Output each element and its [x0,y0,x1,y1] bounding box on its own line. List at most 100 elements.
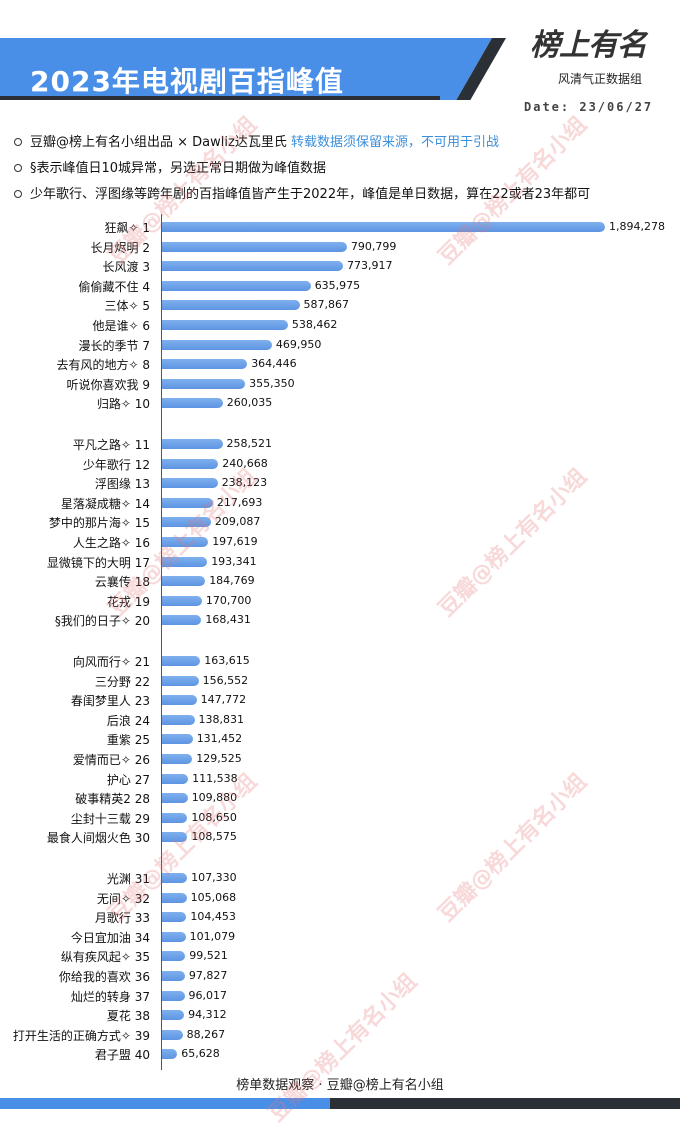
value-label: 469,950 [275,337,322,351]
category-label: 长风渡 3 [102,260,150,275]
chart-row: 星落凝成糖✧ 14 217,693 [0,493,680,513]
value-label: 355,350 [249,376,295,390]
value-label: 94,312 [188,1008,227,1022]
value-label: 88,267 [186,1027,226,1041]
bar [162,714,195,725]
bar [162,931,186,942]
bar [162,378,246,389]
value-label: 238,123 [221,476,268,490]
bar [162,439,223,449]
note-crossyear-text: 少年歌行、浮图缘等跨年剧的百指峰值皆产生于2022年，峰值是单日数据，算在22或… [30,187,591,202]
value-label: 107,330 [191,871,237,884]
chart-row: 你给我的喜欢 36 97,827 [0,966,680,986]
bar [162,241,347,252]
note-source: 豆瓣@榜上有名小组出品 × Dawliz达瓦里氏 转载数据须保留来源，不可用于引… [14,131,499,150]
bar [162,912,187,923]
category-label: 花戎 19 [106,594,150,609]
category-label: 狂飙✧ 1 [104,221,150,235]
chart-row: 梦中的那片海✧ 15 209,087 [0,512,680,532]
chart-row: 显微镜下的大明 17 193,341 [0,552,680,572]
chart-row: 打开生活的正确方式✧ 39 88,267 [0,1025,680,1045]
value-label: 1,894,278 [609,220,665,233]
chart-row: 人生之路✧ 16 197,619 [0,532,680,552]
chart-row: 云襄传 18 184,769 [0,571,680,591]
value-label: 108,575 [191,830,237,844]
bar [162,1010,185,1021]
chart-row: §我们的日子✧ 20 168,431 [0,610,680,630]
chart-row: 漫长的季节 7 469,950 [0,335,680,355]
category-label: 光渊 31 [106,872,150,886]
value-label: 129,525 [196,752,242,765]
category-label: 显微镜下的大明 17 [46,555,150,570]
value-label: 104,453 [190,910,236,924]
chart-row: 春闺梦里人 23 147,772 [0,690,680,710]
brand-subtitle: 风清气正数据组 [558,72,643,86]
bar [162,793,188,804]
value-label: 364,446 [251,357,297,371]
category-label: 护心 27 [106,772,150,787]
chart-row: 护心 27 111,538 [0,769,680,789]
bar [162,1049,178,1060]
chart-row: 光渊 31 107,330 [0,868,680,888]
bar [162,695,197,706]
bar [162,320,288,330]
bar [162,398,223,409]
bar [162,595,202,606]
value-label: 96,017 [188,988,228,1002]
chart-row: 浮图缘 13 238,123 [0,473,680,493]
chart-row: 今日宜加油 34 101,079 [0,927,680,947]
chart-row: 少年歌行 12 240,668 [0,454,680,474]
chart-row: 最食人间烟火色 30 108,575 [0,827,680,847]
category-label: 夏花 38 [106,1009,150,1024]
bar [162,812,188,823]
value-label: 138,831 [198,712,245,726]
brand-logo: 榜上有名 [530,28,647,63]
bar [162,832,188,843]
category-label: 长月烬明 2 [90,240,150,255]
value-label: 105,068 [190,890,237,904]
header-banner [0,38,506,100]
chart-row: 三体✧ 5 587,867 [0,295,680,315]
category-label: 偷偷藏不住 4 [78,279,150,294]
category-label: 平凡之路✧ 11 [72,438,150,452]
category-label: 灿烂的转身 37 [70,989,150,1004]
category-label: 今日宜加油 34 [70,930,150,945]
bar [162,556,208,567]
category-label: 无间✧ 32 [96,891,150,906]
category-label: 重紫 25 [106,733,150,748]
chart-row: 重紫 25 131,452 [0,729,680,749]
value-label: 260,035 [226,396,273,410]
bar [162,990,185,1001]
category-label: 爱情而已✧ 26 [72,753,150,767]
bar [162,478,218,489]
bullet-icon [14,137,22,146]
value-label: 790,799 [350,239,397,253]
note-anomaly: §表示峰值日10城异常，另选正常日期做为峰值数据 [14,157,326,176]
chart-row: 听说你喜欢我 9 355,350 [0,374,680,394]
category-label: 星落凝成糖✧ 14 [60,496,150,511]
chart-row: 无间✧ 32 105,068 [0,888,680,908]
chart-row: 去有风的地方✧ 8 364,446 [0,354,680,374]
chart-row: 夏花 38 94,312 [0,1005,680,1025]
note-crossyear: 少年歌行、浮图缘等跨年剧的百指峰值皆产生于2022年，峰值是单日数据，算在22或… [14,183,590,202]
category-label: §我们的日子✧ 20 [54,614,150,629]
bar [162,576,206,587]
value-label: 184,769 [209,574,255,588]
bar [162,517,211,528]
note-source-prefix: 豆瓣@榜上有名小组出品 × Dawliz达瓦里氏 [30,135,291,150]
chart-row: 纵有疾风起✧ 35 99,521 [0,946,680,966]
chart-row: 向风而行✧ 21 163,615 [0,651,680,671]
category-label: 你给我的喜欢 36 [58,970,150,984]
category-label: 归路✧ 10 [96,397,150,412]
category-label: 后浪 24 [106,713,150,728]
bar [162,280,311,291]
bar [162,300,300,311]
value-label: 197,619 [212,535,258,548]
value-label: 258,521 [226,437,273,450]
value-label: 101,079 [189,929,236,943]
footer-credit: 榜单数据观察 · 豆瓣@榜上有名小组 [236,1078,444,1093]
note-anomaly-text: §表示峰值日10城异常，另选正常日期做为峰值数据 [30,161,327,176]
bar [162,675,199,686]
bar [162,971,185,981]
value-label: 538,462 [291,318,338,331]
